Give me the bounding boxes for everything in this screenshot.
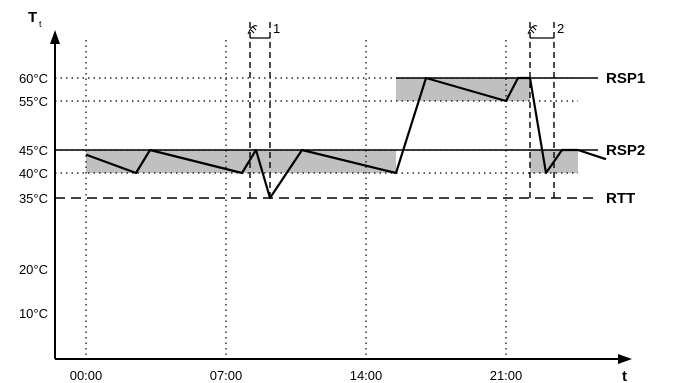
band-0 [86,150,396,173]
x-axis-title: t [622,368,627,383]
tap-icon [527,25,538,35]
y-tick-label: 20°C [19,262,48,277]
ref-label-rsp1: RSP1 [606,70,645,87]
y-axis-arrow [50,30,60,44]
temperature-series [85,76,607,200]
y-axis-title: T [28,9,37,26]
tap-icon [247,25,258,35]
x-tick-label: 21:00 [490,368,523,383]
y-tick-label: 45°C [19,143,48,158]
event-label-2: 2 [557,21,564,36]
y-tick-label: 60°C [19,71,48,86]
event-label-1: 1 [273,21,280,36]
y-tick-label: 10°C [19,306,48,321]
x-tick-label: 14:00 [350,368,383,383]
axes [50,30,632,364]
y-tick-label: 55°C [19,94,48,109]
y-axis-title-subscript: t [39,19,42,29]
y-tick-label: 35°C [19,191,48,206]
x-axis-arrow [618,354,632,364]
temperature-bands [86,78,578,173]
x-tick-label: 07:00 [210,368,243,383]
y-tick-label: 40°C [19,166,48,181]
ref-label-rtt: RTT [606,190,635,207]
ref-label-rsp2: RSP2 [606,142,645,159]
x-tick-label: 00:00 [70,368,103,383]
reference-lines: RSP1 RSP2 RTT [55,70,645,207]
tick-labels: 10°C 20°C 35°C 40°C 45°C 55°C 60°C 00:00 07:00 14… [19,71,522,383]
series-line-0 [85,76,607,200]
